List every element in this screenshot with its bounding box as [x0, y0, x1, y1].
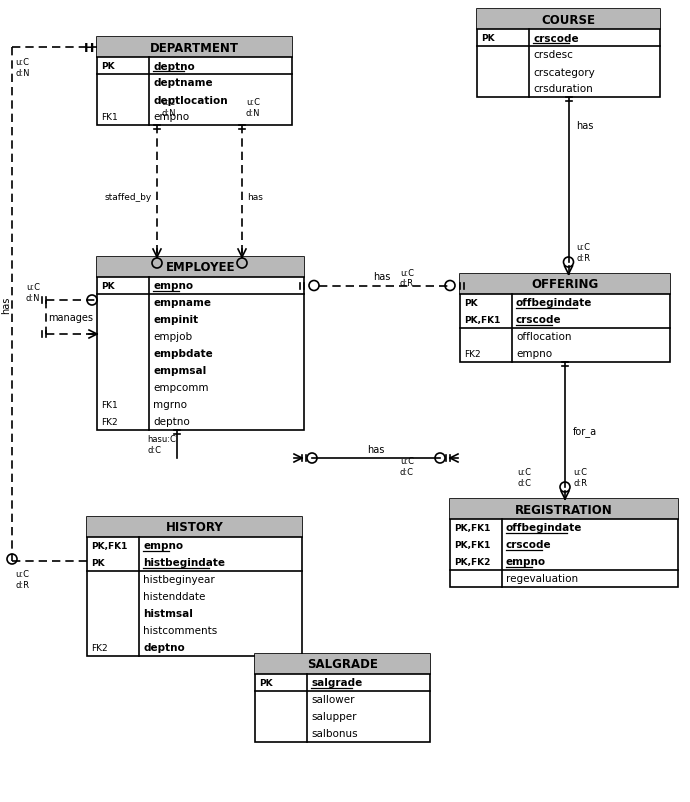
Text: u:C
d:N: u:C d:N — [26, 283, 40, 302]
Text: salbonus: salbonus — [311, 728, 357, 739]
Text: FK2: FK2 — [464, 350, 481, 358]
Text: empno: empno — [153, 112, 189, 123]
Text: PK,FK1: PK,FK1 — [454, 524, 491, 533]
Bar — [255, 654, 430, 674]
Text: FK1: FK1 — [101, 400, 118, 410]
Text: u:C
d:N: u:C d:N — [161, 98, 175, 118]
Text: empno: empno — [516, 349, 552, 359]
Bar — [450, 500, 678, 587]
Text: u:C
d:R: u:C d:R — [15, 569, 29, 589]
Text: offbegindate: offbegindate — [506, 523, 582, 533]
Text: hasu:C
d:C: hasu:C d:C — [147, 435, 176, 454]
Text: empbdate: empbdate — [153, 349, 213, 359]
Text: PK: PK — [464, 298, 477, 308]
Text: H: H — [83, 42, 94, 55]
Text: crscode: crscode — [516, 315, 562, 325]
Text: REGISTRATION: REGISTRATION — [515, 503, 613, 516]
Text: u:C
d:N: u:C d:N — [246, 98, 261, 118]
Text: empno: empno — [506, 557, 546, 567]
Text: mgrno: mgrno — [153, 400, 187, 410]
Bar — [477, 10, 660, 30]
Text: deptno: deptno — [143, 642, 185, 653]
Text: crsdesc: crsdesc — [533, 51, 573, 60]
Text: u:C
d:C: u:C d:C — [400, 456, 414, 476]
Text: crscode: crscode — [506, 540, 551, 550]
Text: crscategory: crscategory — [533, 67, 595, 78]
Text: empcomm: empcomm — [153, 383, 208, 393]
Bar — [87, 517, 302, 537]
Text: crsduration: crsduration — [533, 84, 593, 95]
Text: PK: PK — [91, 558, 105, 567]
Text: has: has — [247, 192, 263, 201]
Text: empname: empname — [153, 298, 211, 308]
Text: empno: empno — [153, 282, 193, 291]
Text: histbeginyear: histbeginyear — [143, 575, 215, 585]
Text: u:C
d:R: u:C d:R — [573, 468, 587, 487]
Text: PK,FK2: PK,FK2 — [454, 557, 491, 566]
Text: PK,FK1: PK,FK1 — [464, 316, 500, 325]
Text: histbegindate: histbegindate — [143, 558, 225, 568]
Bar — [450, 500, 678, 520]
Text: DEPARTMENT: DEPARTMENT — [150, 42, 239, 55]
Text: deptno: deptno — [153, 62, 195, 71]
Bar — [87, 517, 302, 656]
Text: has: has — [577, 121, 594, 131]
Text: PK,FK1: PK,FK1 — [454, 541, 491, 549]
Text: has: has — [1, 296, 11, 314]
Text: has: has — [367, 444, 385, 455]
Text: regevaluation: regevaluation — [506, 573, 578, 584]
Text: empno: empno — [143, 541, 183, 551]
Text: FK2: FK2 — [101, 418, 117, 427]
Text: u:C
d:C: u:C d:C — [517, 468, 531, 487]
Text: FK1: FK1 — [101, 113, 118, 122]
Bar — [460, 274, 670, 294]
Text: empjob: empjob — [153, 332, 192, 342]
Text: sallower: sallower — [311, 695, 355, 705]
Bar — [255, 654, 430, 742]
Text: deptlocation: deptlocation — [153, 95, 228, 105]
Bar — [477, 10, 660, 98]
Bar — [460, 274, 670, 363]
Text: for_a: for_a — [573, 426, 597, 436]
Text: COURSE: COURSE — [542, 14, 595, 26]
Bar — [97, 38, 292, 126]
Text: deptno: deptno — [153, 417, 190, 427]
Text: histmsal: histmsal — [143, 609, 193, 618]
Text: EMPLOYEE: EMPLOYEE — [166, 261, 235, 274]
Text: empmsal: empmsal — [153, 366, 206, 376]
Bar — [97, 257, 304, 277]
Text: empinit: empinit — [153, 315, 198, 325]
Text: OFFERING: OFFERING — [531, 278, 599, 291]
Text: histcomments: histcomments — [143, 626, 217, 636]
Text: u:C
d:N: u:C d:N — [15, 59, 30, 78]
Text: has: has — [373, 272, 391, 282]
Text: PK: PK — [101, 62, 115, 71]
Text: offlocation: offlocation — [516, 332, 571, 342]
Text: histenddate: histenddate — [143, 592, 206, 602]
Text: SALGRADE: SALGRADE — [307, 658, 378, 670]
Text: u:C
d:R: u:C d:R — [400, 269, 414, 288]
Text: PK: PK — [259, 678, 273, 687]
Text: PK: PK — [101, 282, 115, 290]
Text: HISTORY: HISTORY — [166, 520, 224, 534]
Bar — [97, 257, 304, 431]
Text: crscode: crscode — [533, 34, 579, 43]
Text: PK: PK — [481, 34, 495, 43]
Text: manages: manages — [48, 313, 93, 322]
Text: deptname: deptname — [153, 79, 213, 88]
Text: FK2: FK2 — [91, 643, 108, 652]
Bar — [97, 38, 292, 58]
Text: salupper: salupper — [311, 711, 357, 722]
Text: PK,FK1: PK,FK1 — [91, 541, 128, 550]
Text: offbegindate: offbegindate — [516, 298, 593, 308]
Text: staffed_by: staffed_by — [105, 192, 152, 201]
Text: salgrade: salgrade — [311, 678, 362, 687]
Text: u:C
d:R: u:C d:R — [577, 243, 591, 262]
